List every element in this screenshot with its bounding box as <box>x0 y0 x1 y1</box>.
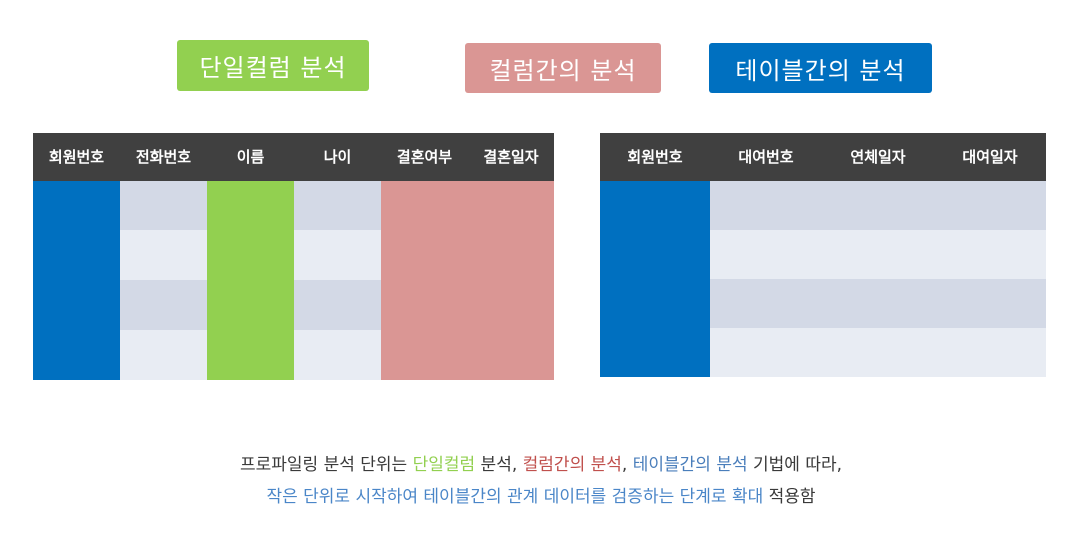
caption-cross-table: 테이블간의 분석 <box>632 455 748 475</box>
caption-text: , <box>621 455 633 475</box>
caption-line-1: 프로파일링 분석 단위는 단일컬럼 분석, 컬럼간의 분석, 테이블간의 분석 … <box>0 450 1082 475</box>
cross-table-badge: 테이블간의 분석 <box>709 43 932 93</box>
header-member-id: 회원번호 <box>48 148 105 166</box>
member-id-column-highlight <box>600 181 710 377</box>
table-row <box>120 280 207 330</box>
header-member-id: 회원번호 <box>627 148 683 166</box>
header-phone: 전화번호 <box>135 148 192 166</box>
header-rental-date: 대여일자 <box>962 148 1018 166</box>
table-row <box>710 181 1046 230</box>
table-row <box>294 280 381 330</box>
header-married: 결혼여부 <box>396 148 453 166</box>
caption-text: 기법에 따라, <box>747 455 843 475</box>
rental-table: 회원번호 대여번호 연체일자 대여일자 <box>600 133 1046 377</box>
header-age: 나이 <box>323 148 352 166</box>
member-table: 회원번호 전화번호 이름 나이 결혼여부 결혼일자 <box>33 133 554 380</box>
table-row <box>120 330 207 380</box>
caption-text: 프로파일링 분석 단위는 <box>239 455 413 475</box>
caption-text: 분석, <box>475 455 523 475</box>
member-table-header <box>33 133 554 181</box>
caption-highlight: 작은 단위로 시작하여 테이블간의 관계 데이터를 검증하는 단계로 확대 <box>266 487 764 507</box>
table-row <box>294 330 381 380</box>
header-rental-id: 대여번호 <box>738 148 794 166</box>
table-row <box>710 328 1046 377</box>
rental-table-header <box>600 133 1046 181</box>
caption-single-column: 단일컬럼 <box>412 455 476 475</box>
table-row <box>710 279 1046 328</box>
table-row <box>710 230 1046 279</box>
table-row <box>294 230 381 280</box>
single-column-badge: 단일컬럼 분석 <box>177 40 369 91</box>
name-column-highlight <box>207 181 294 380</box>
table-row <box>294 181 381 230</box>
cross-column-badge: 컬럼간의 분석 <box>465 43 661 93</box>
header-overdue-date: 연체일자 <box>850 148 906 166</box>
member-id-column-highlight <box>33 181 120 380</box>
table-row <box>120 181 207 230</box>
caption-text: 적용함 <box>763 487 816 507</box>
caption-cross-column: 컬럼간의 분석 <box>522 455 622 475</box>
table-row <box>120 230 207 280</box>
married-columns-highlight <box>381 181 554 380</box>
header-name: 이름 <box>236 148 265 166</box>
header-wedding-date: 결혼일자 <box>483 148 539 166</box>
caption-line-2: 작은 단위로 시작하여 테이블간의 관계 데이터를 검증하는 단계로 확대 적용… <box>0 482 1082 507</box>
